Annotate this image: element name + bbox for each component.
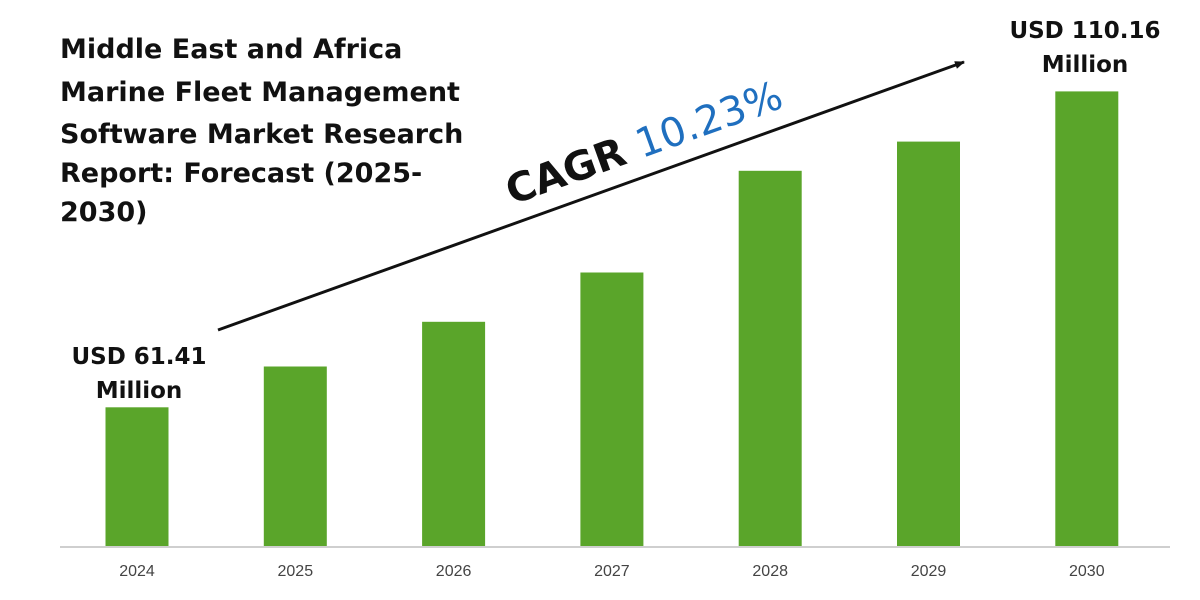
start-value-label-line-1: USD 61.41 bbox=[71, 344, 206, 370]
x-tick-label-2025: 2025 bbox=[278, 563, 314, 580]
end-value-label-line-1: USD 110.16 bbox=[1009, 18, 1160, 44]
cagr-prefix: CAGR bbox=[500, 124, 645, 214]
x-tick-label-2024: 2024 bbox=[119, 563, 155, 580]
bar-2025 bbox=[263, 366, 327, 546]
end-value-label-line-2: Million bbox=[1042, 52, 1129, 78]
growth-arrow bbox=[217, 60, 965, 332]
bar-2028 bbox=[738, 170, 802, 547]
x-tick-label-2028: 2028 bbox=[752, 563, 788, 580]
chart-title-line-5: 2030) bbox=[60, 197, 148, 228]
chart-title-line-1: Middle East and Africa bbox=[60, 34, 402, 65]
x-tick-labels: 2024 2025 2026 2027 2028 2029 2030 bbox=[119, 563, 1104, 580]
bar-2030 bbox=[1055, 91, 1119, 547]
start-value-label-line-2: Million bbox=[96, 378, 183, 404]
chart-title-line-4: Report: Forecast (2025- bbox=[60, 158, 422, 189]
x-tick-label-2027: 2027 bbox=[594, 563, 630, 580]
x-tick-label-2029: 2029 bbox=[911, 563, 947, 580]
bar-2029 bbox=[897, 141, 960, 546]
chart-title-line-3: Software Market Research bbox=[60, 119, 463, 150]
bar-2027 bbox=[580, 272, 644, 546]
chart-title-line-2: Marine Fleet Management bbox=[60, 77, 460, 108]
bar-2026 bbox=[422, 321, 486, 546]
bars-layer bbox=[105, 91, 1119, 547]
bar-2024 bbox=[105, 407, 169, 546]
x-tick-label-2030: 2030 bbox=[1069, 563, 1105, 580]
x-tick-label-2026: 2026 bbox=[436, 563, 472, 580]
